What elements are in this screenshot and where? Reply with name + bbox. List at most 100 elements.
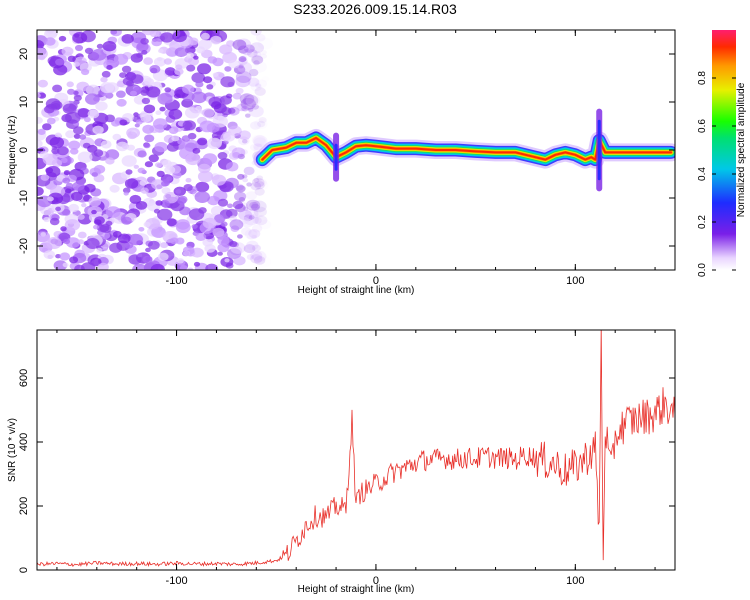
noise-blob [227,203,233,209]
noise-blob [246,254,254,260]
noise-blob [84,47,94,55]
noise-blob [153,118,168,130]
noise-blob [39,151,49,159]
noise-blob [73,133,81,139]
noise-blob [199,120,215,133]
noise-blob [203,76,213,84]
noise-blob [232,39,247,51]
noise-blob [175,189,182,194]
noise-blob [187,267,194,270]
noise-blob [109,184,120,193]
noise-blob [250,82,262,92]
noise-blob [163,58,172,65]
noise-blob [252,216,262,224]
noise-blob [105,149,120,160]
noise-blob [235,87,244,95]
noise-blob [246,49,258,58]
noise-blob [96,247,103,253]
noise-blob [153,208,161,214]
noise-blob [142,124,155,134]
colorbar [712,30,736,270]
noise-blob [245,191,257,200]
noise-blob [157,208,173,221]
noise-blob [65,182,74,189]
noise-blob [112,133,122,141]
noise-blob [260,50,267,55]
noise-blob [220,221,228,227]
colorbar-tick-label: 0.2 [697,215,708,229]
noise-blob [129,194,142,204]
noise-blob [68,140,81,150]
noise-blob [110,30,118,35]
noise-blob [116,90,126,98]
noise-blob [174,47,188,58]
noise-blob [74,56,87,66]
noise-blob [123,191,129,196]
noise-blob [125,169,133,175]
noise-blob [251,104,259,110]
noise-blob [228,59,240,69]
noise-blob [250,254,263,264]
noise-blob [113,53,129,65]
noise-blob [127,131,138,140]
noise-blob [253,137,267,148]
noise-blob [251,61,267,73]
x-tick-label: -100 [166,575,188,587]
noise-blob [91,172,99,177]
noise-blob [119,119,128,126]
noise-blob [67,88,75,95]
noise-blob [243,206,249,211]
noise-blob [251,224,263,233]
noise-blob [105,206,121,218]
noise-blob [256,178,267,187]
noise-blob [155,162,162,168]
noise-blob [135,201,148,210]
noise-blob [225,208,238,218]
noise-blob [163,134,175,143]
noise-blob [133,112,139,117]
noise-blob [173,93,181,99]
noise-blob [217,236,230,246]
noise-blob [244,229,258,240]
noise-blob [55,254,61,259]
noise-blob [217,243,230,253]
noise-blob [45,98,61,110]
colorbar-tick-label: 0.6 [697,119,708,133]
noise-blob [207,56,218,64]
noise-blob [238,197,246,202]
noise-blob [121,216,132,225]
noise-blob [168,128,175,133]
noise-blob [94,216,105,225]
noise-blob [37,79,49,88]
noise-blob [124,241,134,249]
noise-blob [238,136,250,146]
noise-blob [58,35,67,42]
noise-blob [183,184,193,192]
noise-blob [37,128,46,135]
noise-blob [256,180,269,191]
noise-blob [237,173,245,180]
noise-blob [235,75,251,88]
noise-blob [251,134,266,146]
noise-blob [77,108,91,118]
noise-blob [232,152,241,159]
noise-blob [137,150,147,158]
noise-blob [164,87,172,93]
noise-blob [121,65,132,73]
noise-blob [185,177,192,183]
noise-blob [52,84,63,93]
noise-blob [206,84,214,90]
noise-blob [160,32,174,43]
noise-blob [253,51,262,58]
noise-blob [191,224,198,229]
noise-blob [251,250,267,262]
noise-blob [69,256,79,264]
noise-blob [197,170,214,183]
noise-blob [37,186,44,196]
noise-blob [252,244,261,252]
noise-blob [174,68,184,76]
noise-blob [181,135,191,142]
noise-blob [77,231,87,239]
noise-blob [188,37,199,46]
noise-blob [237,61,252,74]
